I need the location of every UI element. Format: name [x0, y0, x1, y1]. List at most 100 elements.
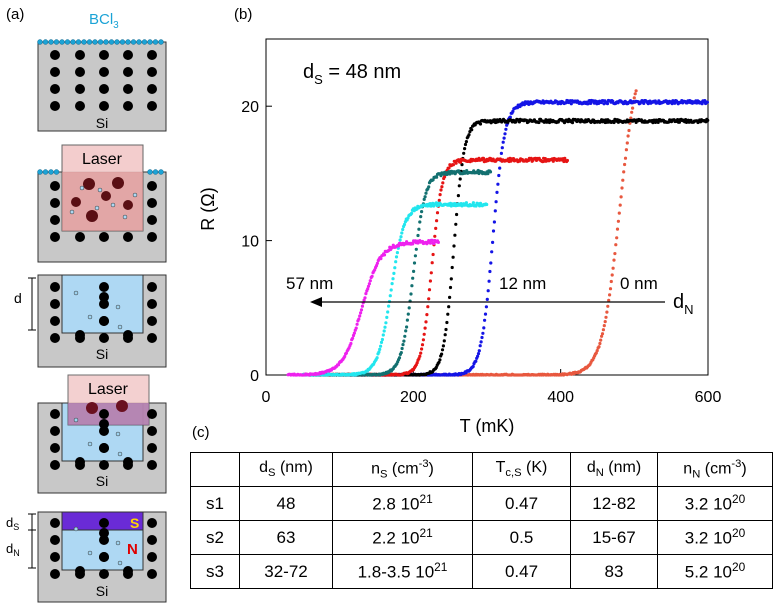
data-point: [416, 233, 420, 238]
data-point: [500, 146, 504, 150]
data-point: [381, 333, 385, 337]
data-point: [432, 241, 436, 246]
si-atom: [50, 569, 60, 579]
si-atom: [50, 426, 60, 436]
series-57-nm: [286, 238, 440, 377]
data-point: [673, 101, 677, 105]
precursor-molecule: [147, 39, 153, 45]
x-axis-label: T (mK): [460, 416, 515, 436]
cell-ns: 1.8-3.5 1021: [332, 554, 473, 589]
data-point: [600, 334, 604, 338]
data-point: [398, 238, 402, 242]
process-schematic: BCl3 Si Laser d Si Laser Si S N dS dN Si: [6, 11, 167, 603]
data-point: [375, 356, 379, 360]
data-point: [397, 244, 401, 248]
data-point: [402, 222, 407, 227]
data-point: [403, 334, 407, 338]
dopant-atom: [87, 314, 93, 320]
data-point: [627, 128, 631, 133]
series-d2: [323, 117, 710, 377]
data-point: [382, 329, 386, 333]
molten-atom: [101, 191, 111, 201]
data-point: [448, 295, 452, 299]
data-point: [438, 193, 442, 197]
data-point: [354, 326, 358, 330]
si-atom: [50, 282, 60, 292]
data-point: [405, 318, 409, 322]
data-point: [602, 324, 606, 328]
dopant-atom: [69, 209, 75, 215]
data-point: [483, 312, 488, 316]
data-point: [493, 118, 497, 122]
laser-label-2: Laser: [88, 381, 129, 398]
precursor-molecule: [114, 39, 120, 45]
si-atom: [147, 535, 157, 545]
panel-label-b: (b): [234, 6, 253, 23]
data-point: [589, 101, 593, 105]
data-point: [399, 235, 403, 239]
data-point: [367, 282, 371, 286]
data-point: [355, 322, 359, 326]
precursor-molecule: [108, 39, 115, 45]
si-atom: [147, 333, 157, 343]
si-atom: [50, 443, 60, 453]
molten-atom: [116, 400, 128, 412]
data-point: [620, 186, 624, 190]
si-atom: [99, 426, 109, 436]
series-d4: [308, 168, 493, 377]
data-point: [496, 182, 500, 186]
data-point: [444, 327, 448, 332]
dn-arrow-head: [310, 297, 322, 307]
dn-arrow-label: dN: [673, 291, 694, 317]
si-atom: [75, 330, 85, 340]
cell-tc: 0.5: [472, 520, 571, 555]
si-atom: [99, 232, 109, 242]
data-point: [433, 234, 437, 238]
precursor-molecule: [64, 39, 71, 45]
y-axis-label: R (Ω): [198, 187, 218, 230]
data-point: [501, 140, 505, 144]
thickness-annotation: dS = 48 nm: [303, 61, 401, 87]
data-point: [565, 158, 570, 163]
si-atom: [147, 181, 157, 191]
dopant-atom: [117, 451, 123, 457]
si-atom: [99, 528, 109, 538]
data-point: [386, 310, 390, 314]
dopant-atom: [117, 560, 123, 566]
data-point: [632, 96, 636, 100]
data-point: [453, 233, 457, 237]
si-atom: [147, 50, 157, 60]
data-point: [443, 333, 447, 337]
data-point: [642, 101, 646, 105]
si-atom: [99, 292, 109, 302]
data-point: [457, 184, 461, 188]
si-atom: [147, 215, 157, 225]
data-point: [464, 140, 468, 144]
data-point: [439, 188, 443, 192]
precursor-molecule: [70, 39, 76, 45]
data-point: [494, 200, 498, 204]
data-point: [604, 315, 608, 319]
data-point: [449, 277, 453, 281]
data-point: [406, 312, 410, 316]
si-atom: [75, 457, 85, 467]
precursor-molecule: [125, 39, 131, 45]
data-point: [609, 279, 613, 284]
x-tick-label: 600: [695, 389, 722, 406]
adsorbed-molecules: [37, 39, 164, 45]
curve-label-0nm: 0 nm: [620, 274, 658, 293]
precursor-molecule: [37, 169, 43, 175]
data-point: [429, 271, 433, 275]
data-point: [420, 210, 424, 214]
data-point: [478, 344, 482, 348]
si-atom: [147, 426, 157, 436]
data-point: [611, 266, 615, 270]
data-point: [377, 350, 381, 354]
data-point: [490, 250, 494, 254]
data-point: [656, 120, 660, 124]
data-point: [414, 247, 418, 251]
data-point: [607, 298, 611, 302]
data-point: [447, 166, 451, 170]
data-point: [417, 227, 421, 231]
data-point: [375, 261, 379, 265]
